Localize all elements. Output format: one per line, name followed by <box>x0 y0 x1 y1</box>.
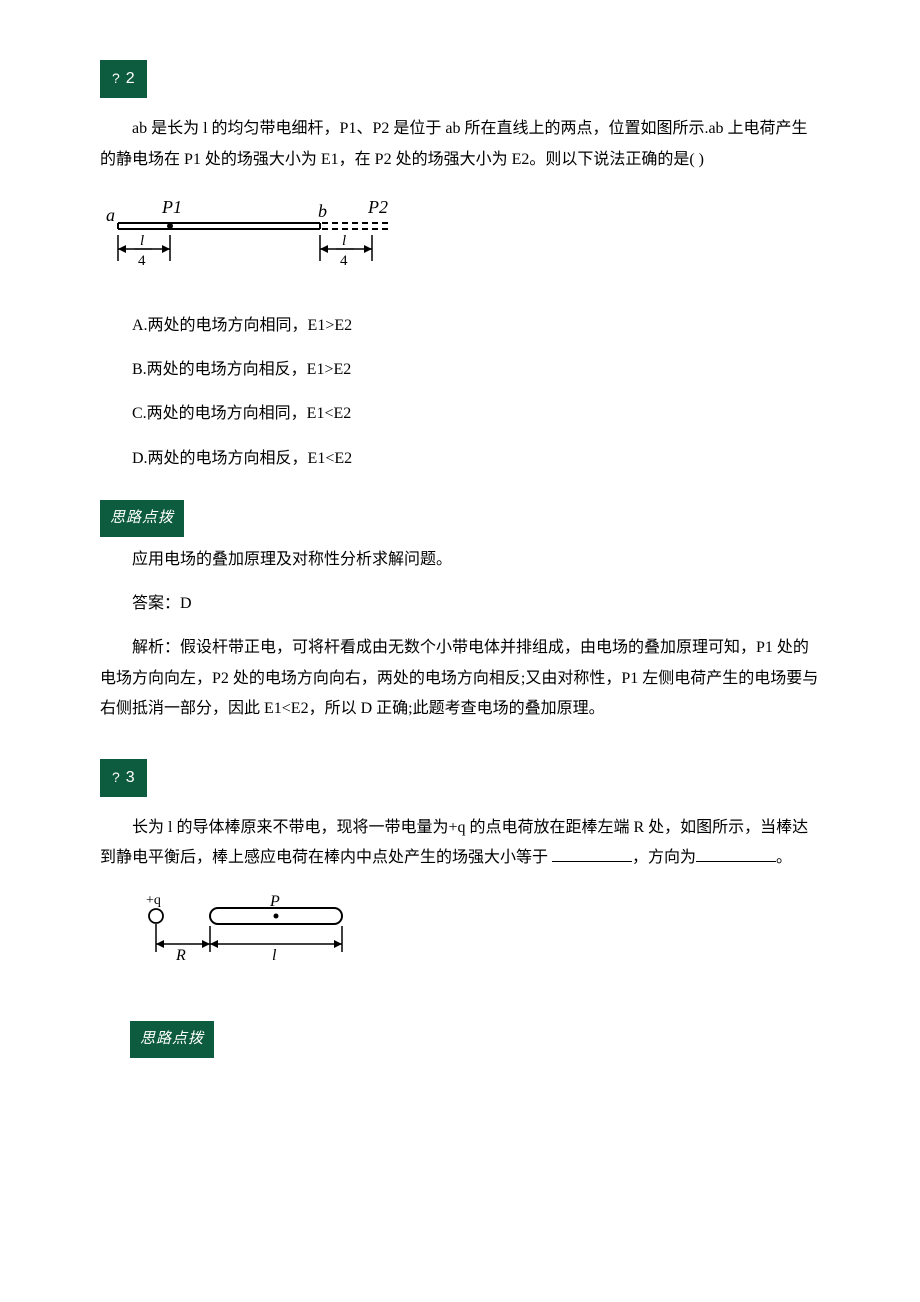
q2-option-a: A.两处的电场方向相同，E1>E2 <box>100 311 820 341</box>
badge-icon: ? <box>112 70 120 86</box>
q2-explanation: 解析：假设杆带正电，可将杆看成由无数个小带电体并排组成，由电场的叠加原理可知，P… <box>100 633 820 724</box>
svg-text:P2: P2 <box>367 197 388 217</box>
thinking-badge-q3: 思路点拨 <box>130 1021 214 1058</box>
q3-blank-2 <box>696 845 776 862</box>
thinking-badge-q2: 思路点拨 <box>100 500 184 537</box>
q3-stem-part3: 。 <box>776 849 792 866</box>
q2-options: A.两处的电场方向相同，E1>E2 B.两处的电场方向相反，E1>E2 C.两处… <box>100 311 820 475</box>
q2-option-d: D.两处的电场方向相反，E1<E2 <box>100 444 820 474</box>
example-badge-3: ?3 <box>100 759 147 797</box>
example-badge-2: ?2 <box>100 60 147 98</box>
svg-text:4: 4 <box>340 253 348 269</box>
badge-icon: ? <box>112 769 120 785</box>
q3-diagram: +q P R l <box>132 888 820 989</box>
svg-text:l: l <box>272 947 277 964</box>
q3-stem: 长为 l 的导体棒原来不带电，现将一带电量为+q 的点电荷放在距棒左端 R 处，… <box>100 813 820 874</box>
svg-text:a: a <box>106 205 115 225</box>
svg-text:l: l <box>342 233 346 249</box>
svg-text:+q: +q <box>146 893 161 908</box>
q2-option-b: B.两处的电场方向相反，E1>E2 <box>100 355 820 385</box>
badge-number: 3 <box>126 769 135 786</box>
q3-blank-1 <box>552 845 632 862</box>
badge-number: 2 <box>126 70 135 87</box>
svg-text:P: P <box>269 893 280 910</box>
q3-stem-part2: ，方向为 <box>632 849 696 866</box>
svg-text:l: l <box>140 233 144 249</box>
q2-thinking-text: 应用电场的叠加原理及对称性分析求解问题。 <box>100 545 820 575</box>
svg-text:4: 4 <box>138 253 146 269</box>
svg-text:b: b <box>318 201 327 221</box>
svg-text:R: R <box>175 947 186 964</box>
svg-text:P1: P1 <box>161 197 182 217</box>
q2-option-c: C.两处的电场方向相同，E1<E2 <box>100 399 820 429</box>
q2-stem: ab 是长为 l 的均匀带电细杆，P1、P2 是位于 ab 所在直线上的两点，位… <box>100 114 820 175</box>
q2-diagram: a P1 b P2 l 4 l 4 <box>100 189 820 290</box>
q2-answer: 答案：D <box>100 589 820 619</box>
